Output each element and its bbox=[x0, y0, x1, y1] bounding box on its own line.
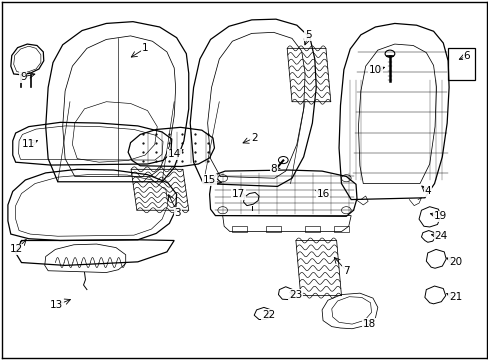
Text: 19: 19 bbox=[433, 211, 446, 221]
Text: 20: 20 bbox=[448, 257, 461, 267]
Text: 21: 21 bbox=[448, 292, 461, 302]
Bar bbox=[447, 48, 474, 80]
Text: 22: 22 bbox=[262, 310, 275, 320]
Text: 10: 10 bbox=[368, 66, 381, 75]
Text: 13: 13 bbox=[50, 300, 63, 310]
Text: 4: 4 bbox=[424, 186, 430, 197]
Bar bbox=[333, 226, 348, 231]
Text: 24: 24 bbox=[433, 231, 447, 241]
Text: 16: 16 bbox=[316, 189, 329, 198]
Text: 9: 9 bbox=[20, 72, 27, 82]
Text: 5: 5 bbox=[305, 30, 311, 40]
Text: 3: 3 bbox=[174, 208, 181, 218]
Bar bbox=[232, 226, 246, 231]
Text: 1: 1 bbox=[142, 43, 148, 53]
Text: 2: 2 bbox=[250, 133, 257, 143]
Text: 6: 6 bbox=[462, 51, 469, 61]
Text: 18: 18 bbox=[362, 319, 375, 329]
Text: 8: 8 bbox=[270, 164, 276, 174]
Text: 15: 15 bbox=[203, 175, 216, 185]
Text: 23: 23 bbox=[288, 289, 302, 300]
Bar bbox=[305, 226, 319, 231]
Bar bbox=[266, 226, 280, 231]
Text: 14: 14 bbox=[167, 149, 181, 159]
Text: 17: 17 bbox=[232, 189, 245, 199]
Text: 11: 11 bbox=[22, 139, 35, 149]
Text: 12: 12 bbox=[10, 244, 23, 255]
Text: 7: 7 bbox=[342, 266, 349, 276]
